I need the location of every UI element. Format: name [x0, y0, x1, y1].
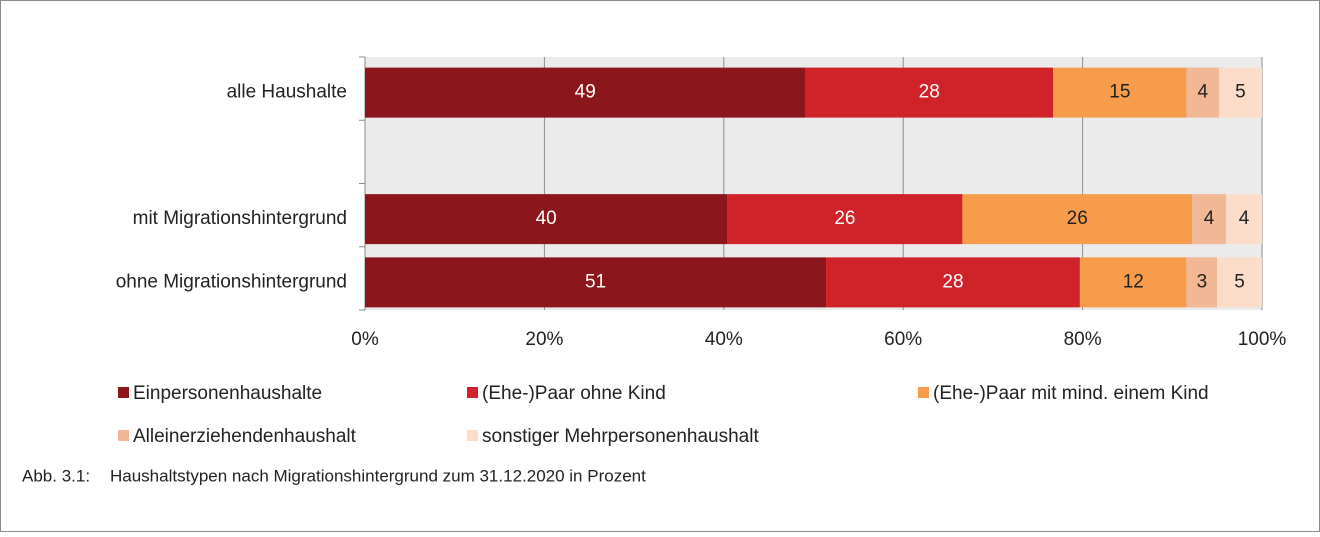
bar-segment	[1186, 257, 1218, 308]
bar-segment	[1052, 67, 1187, 118]
value-label: 3	[1197, 271, 1208, 292]
legend-swatch	[118, 430, 129, 441]
bar-segment	[365, 67, 806, 118]
value-label: 4	[1204, 208, 1215, 229]
bar-segment	[962, 194, 1193, 245]
bar-segment	[805, 67, 1053, 118]
legend-label: Alleinerziehendenhaushalt	[133, 426, 357, 447]
bar-segment	[1079, 257, 1187, 308]
bar-segment	[727, 194, 963, 245]
bar-segment	[1192, 194, 1227, 245]
legend-swatch	[467, 387, 478, 398]
x-tick-label: 20%	[525, 329, 563, 350]
figure-label: Abb. 3.1:	[22, 466, 90, 485]
legend-swatch	[118, 387, 129, 398]
value-label: 4	[1239, 208, 1250, 229]
legend-swatch	[467, 430, 478, 441]
value-label: 51	[585, 271, 606, 292]
bar-segment	[365, 194, 728, 245]
bar-segment	[1217, 257, 1262, 308]
value-label: 49	[575, 82, 596, 103]
value-label: 4	[1198, 82, 1209, 103]
y-tick-label: alle Haushalte	[227, 82, 347, 103]
value-label: 5	[1234, 271, 1245, 292]
x-tick-label: 0%	[351, 329, 379, 350]
legend-label: (Ehe-)Paar mit mind. einem Kind	[933, 383, 1209, 404]
bar-segment	[1186, 67, 1219, 118]
bar-segment	[1218, 67, 1262, 118]
bar-segment	[1226, 194, 1262, 245]
y-tick-label: ohne Migrationshintergrund	[116, 271, 347, 292]
value-label: 28	[919, 82, 940, 103]
value-label: 26	[1067, 208, 1088, 229]
y-tick-label: mit Migrationshintergrund	[133, 208, 347, 229]
value-label: 5	[1235, 82, 1246, 103]
legend-label: sonstiger Mehrpersonenhaushalt	[482, 426, 759, 447]
x-tick-label: 40%	[705, 329, 743, 350]
legend-label: (Ehe-)Paar ohne Kind	[482, 383, 666, 404]
value-label: 15	[1109, 82, 1130, 103]
x-tick-label: 60%	[884, 329, 922, 350]
value-label: 40	[536, 208, 557, 229]
x-tick-label: 100%	[1238, 329, 1287, 350]
bar-segment	[365, 257, 827, 308]
bar-segment	[826, 257, 1080, 308]
x-tick-label: 80%	[1064, 329, 1102, 350]
legend-label: Einpersonenhaushalte	[133, 383, 322, 404]
value-label: 26	[834, 208, 855, 229]
value-label: 12	[1123, 271, 1144, 292]
legend-swatch	[918, 387, 929, 398]
value-label: 28	[942, 271, 963, 292]
caption: Haushaltstypen nach Migrationshintergrun…	[110, 466, 646, 485]
